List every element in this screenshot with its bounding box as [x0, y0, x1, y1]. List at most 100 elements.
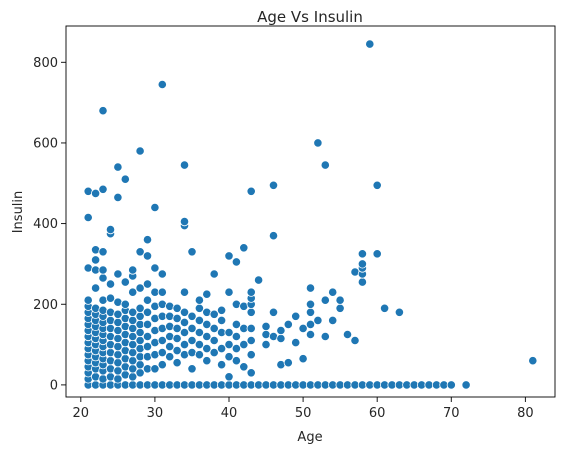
data-point	[357, 249, 367, 259]
y-tick-label: 400	[33, 217, 58, 232]
data-point	[91, 255, 101, 265]
data-point	[313, 315, 323, 325]
data-point	[246, 323, 256, 333]
data-point	[120, 277, 130, 287]
data-point	[187, 247, 197, 257]
data-point	[98, 184, 108, 194]
data-point	[305, 283, 316, 293]
data-point	[246, 335, 256, 346]
data-point	[194, 339, 204, 350]
data-point	[461, 380, 471, 390]
data-point	[261, 321, 271, 331]
data-point	[291, 311, 301, 321]
data-point	[224, 339, 234, 350]
x-tick-label: 60	[369, 406, 386, 421]
data-point	[261, 329, 271, 340]
x-tick-label: 20	[73, 406, 90, 421]
data-point	[224, 372, 234, 382]
data-point	[83, 212, 93, 223]
data-point	[179, 350, 190, 360]
data-point	[239, 243, 249, 253]
data-point	[128, 287, 138, 297]
data-point	[142, 279, 153, 289]
data-point	[246, 186, 256, 196]
x-tick-label: 80	[517, 406, 534, 421]
data-point	[246, 287, 256, 297]
data-point	[305, 307, 316, 317]
data-point	[172, 358, 182, 368]
data-point	[172, 323, 182, 333]
data-point	[142, 319, 153, 329]
data-point	[113, 374, 123, 384]
data-point	[298, 354, 308, 364]
data-point	[231, 356, 241, 366]
plot-frame	[65, 25, 556, 398]
data-point	[379, 303, 390, 313]
y-tick-label: 800	[33, 56, 58, 71]
data-point	[135, 247, 145, 257]
data-point	[142, 235, 153, 245]
data-point	[446, 380, 456, 390]
y-tick-label: 600	[33, 136, 58, 151]
data-point	[239, 339, 249, 350]
data-point	[157, 287, 167, 297]
data-point	[98, 305, 108, 315]
data-point	[209, 323, 219, 333]
y-axis-label: Insulin	[11, 191, 26, 234]
data-point	[254, 275, 264, 285]
data-point	[350, 335, 360, 346]
data-point	[157, 269, 167, 279]
x-tick-label: 40	[221, 406, 238, 421]
data-point	[246, 368, 256, 378]
data-point	[135, 146, 145, 156]
data-point	[194, 315, 204, 325]
data-point	[320, 295, 330, 305]
data-point	[165, 341, 175, 352]
data-point	[224, 251, 234, 261]
data-point	[179, 160, 190, 170]
data-point	[202, 289, 212, 299]
data-point	[98, 295, 108, 305]
data-point	[172, 303, 182, 313]
data-point	[172, 345, 182, 356]
data-point	[328, 287, 338, 297]
data-point	[179, 339, 190, 350]
data-point	[394, 307, 404, 317]
data-point	[305, 299, 316, 309]
data-point	[291, 337, 301, 348]
data-point	[142, 295, 153, 305]
data-points	[83, 39, 538, 390]
data-point	[224, 327, 234, 338]
data-point	[246, 350, 256, 360]
data-point	[98, 106, 108, 116]
data-point	[187, 335, 197, 346]
data-point	[224, 287, 234, 297]
data-point	[209, 269, 219, 279]
data-point	[179, 217, 190, 227]
data-point	[150, 364, 160, 374]
chart-title: Age Vs Insulin	[257, 8, 363, 26]
data-point	[231, 257, 241, 267]
data-point	[328, 315, 338, 325]
data-point	[113, 162, 123, 172]
data-point	[194, 350, 204, 360]
data-point	[217, 343, 227, 354]
data-point	[135, 303, 145, 313]
data-point	[142, 331, 153, 342]
data-point	[142, 307, 153, 317]
data-point	[231, 331, 241, 342]
data-point	[98, 374, 108, 384]
data-point	[372, 249, 382, 259]
data-point	[320, 160, 330, 170]
data-point	[217, 315, 227, 325]
data-point	[157, 347, 167, 358]
data-point	[113, 192, 123, 202]
data-point	[120, 299, 130, 309]
data-point	[231, 319, 241, 329]
data-point	[276, 333, 286, 344]
data-point	[342, 329, 353, 340]
data-point	[172, 333, 182, 344]
data-point	[283, 358, 293, 368]
